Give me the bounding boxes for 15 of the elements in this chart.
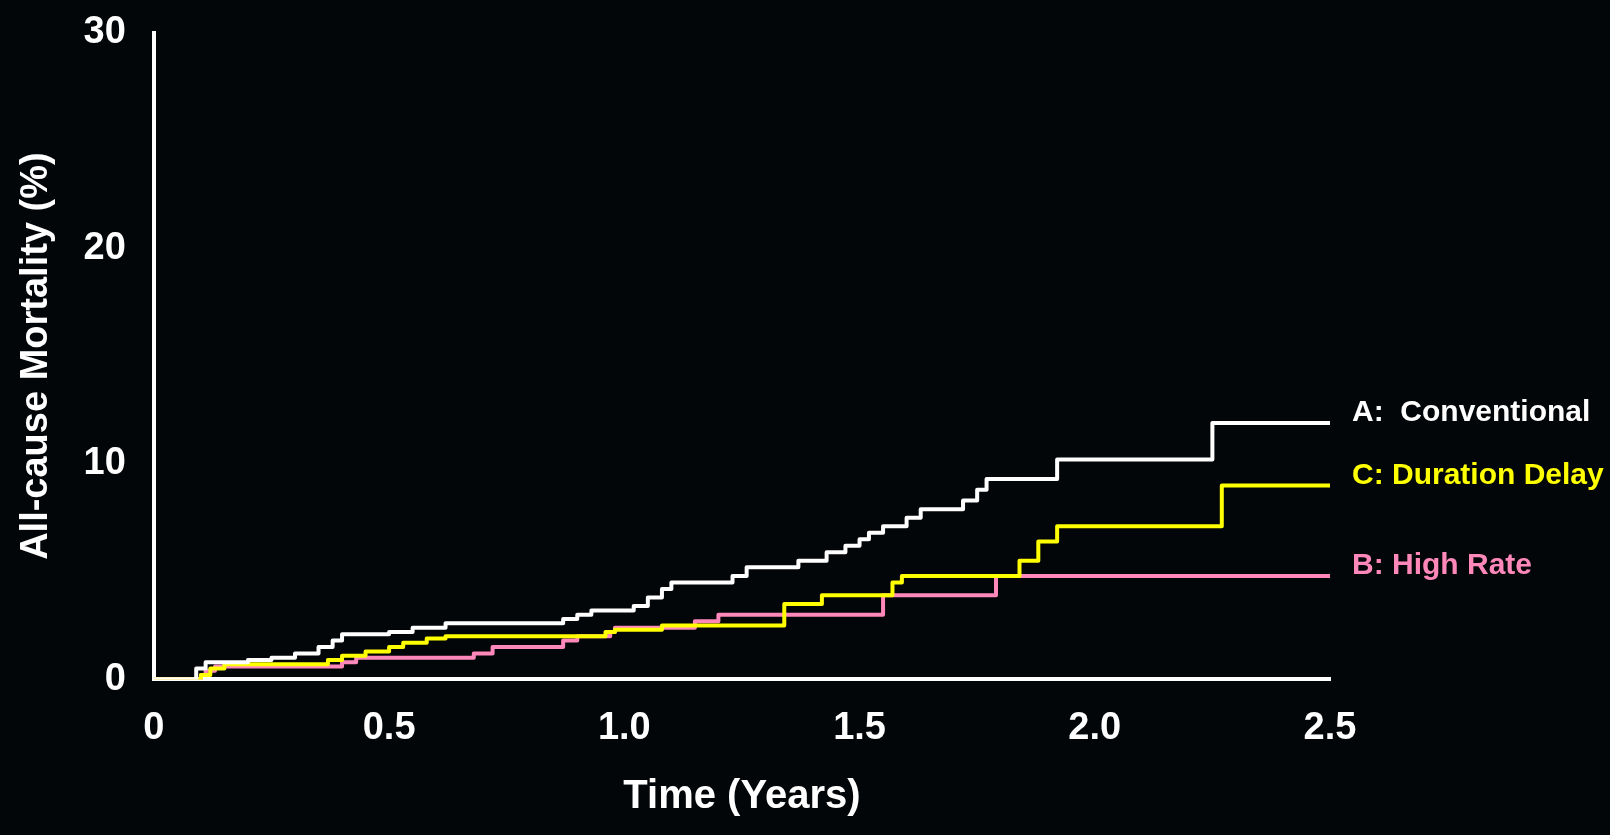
x-tick-label: 2.0 — [1068, 704, 1122, 747]
x-tick-label: 2.5 — [1303, 704, 1357, 747]
series-label: C: Duration Delay — [1352, 456, 1605, 490]
y-tick-label: 20 — [83, 224, 126, 267]
y-tick-label: 0 — [104, 655, 126, 698]
y-tick-label: 30 — [83, 9, 126, 52]
series-label: B: High Rate — [1352, 547, 1532, 581]
x-tick-label: 1.5 — [833, 704, 886, 747]
y-tick-label: 10 — [83, 440, 126, 483]
x-tick-label: 0.5 — [362, 704, 416, 747]
x-tick-label: 0 — [143, 704, 165, 747]
y-axis-title: All-cause Mortality (%) — [13, 152, 56, 560]
x-axis-title: Time (Years) — [623, 772, 861, 817]
series-label: A: Conventional — [1352, 394, 1591, 428]
x-tick-label: 1.0 — [597, 704, 651, 747]
